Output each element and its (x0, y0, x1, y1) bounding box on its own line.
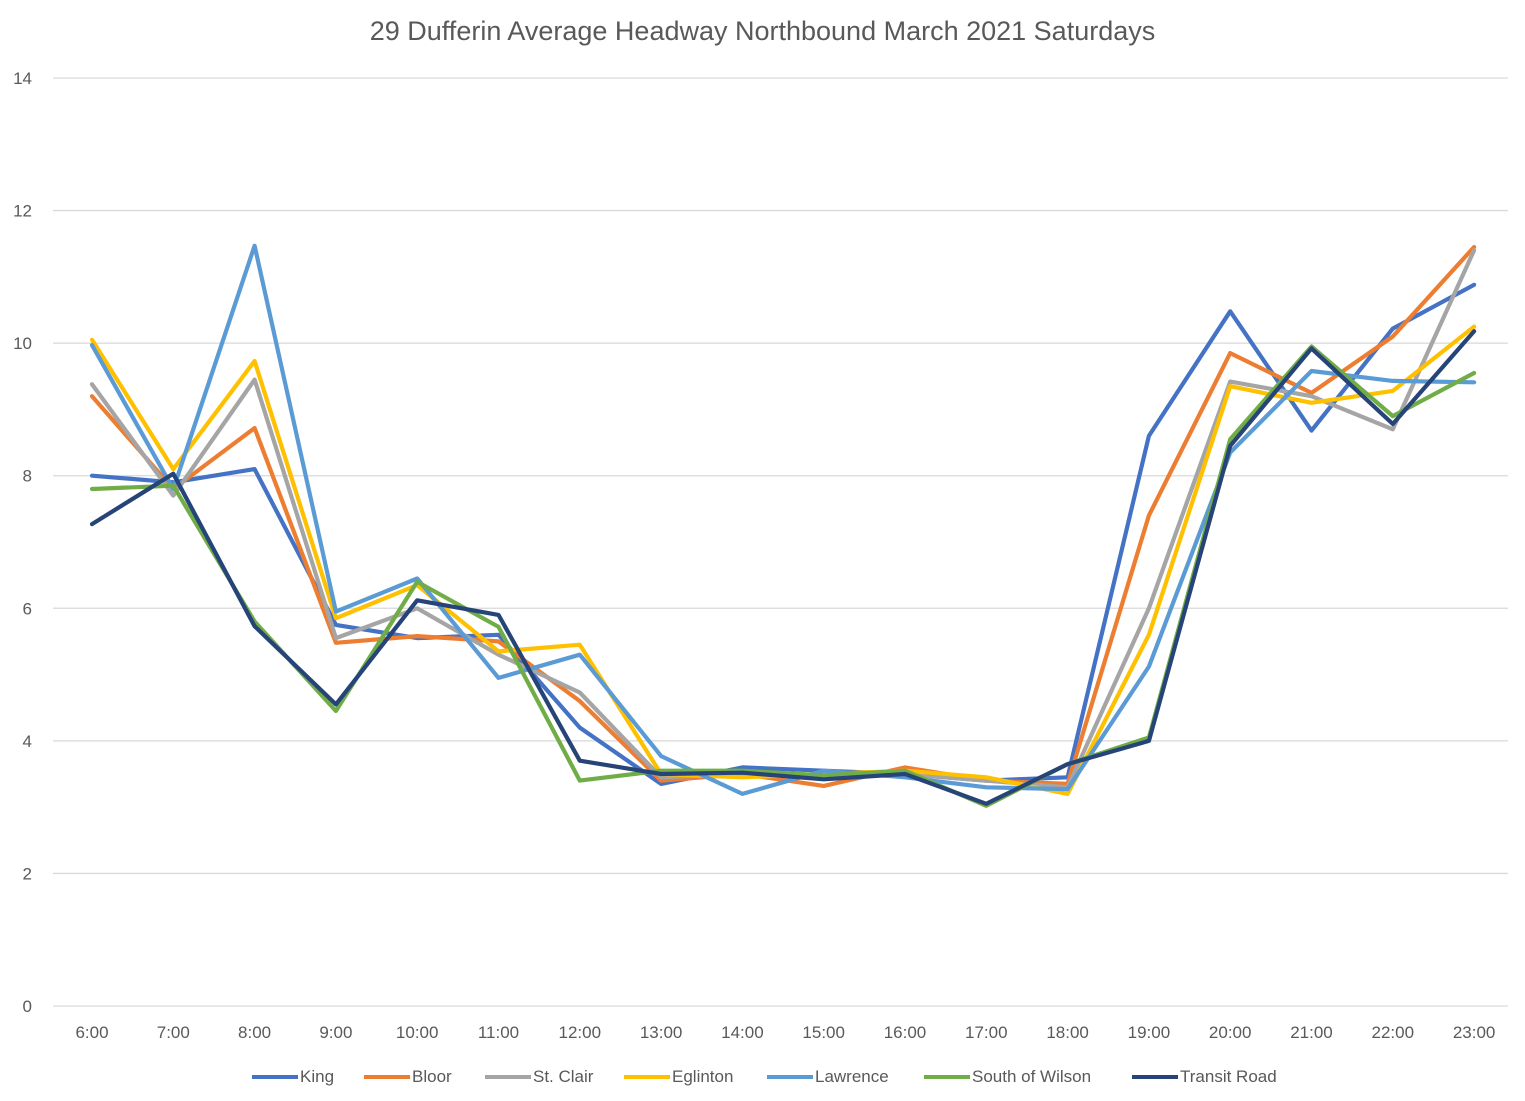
x-axis-tick-labels: 6:00 7:00 8:00 9:00 10:00 11:00 12:00 13:00 14:0… (75, 1023, 1495, 1042)
legend-entry: St. Clair (485, 1064, 593, 1090)
legend-label: Eglinton (672, 1067, 734, 1086)
y-axis-tick-labels: 0 2 4 6 8 10 12 14 (13, 69, 32, 1016)
x-tick-label: 14:00 (721, 1023, 764, 1042)
x-tick-label: 8:00 (238, 1023, 271, 1042)
legend-label: St. Clair (533, 1067, 594, 1086)
x-tick-label: 22:00 (1372, 1023, 1415, 1042)
x-tick-label: 18:00 (1046, 1023, 1089, 1042)
series-line-south-of-wilson (89, 344, 1477, 808)
x-tick-label: 21:00 (1290, 1023, 1333, 1042)
x-tick-label: 10:00 (396, 1023, 439, 1042)
x-tick-label: 19:00 (1128, 1023, 1171, 1042)
legend-entry: South of Wilson (924, 1064, 1091, 1090)
x-tick-label: 20:00 (1209, 1023, 1252, 1042)
series-line-st-clair (89, 248, 1477, 790)
gridlines (53, 77, 1508, 1007)
x-tick-label: 23:00 (1453, 1023, 1496, 1042)
y-tick-label: 8 (23, 467, 32, 486)
legend-entry: King (252, 1064, 334, 1090)
legend-entry: Eglinton (624, 1064, 733, 1090)
legend-label: South of Wilson (972, 1067, 1092, 1086)
y-tick-label: 0 (23, 997, 32, 1016)
x-tick-label: 9:00 (319, 1023, 352, 1042)
legend-label: King (300, 1067, 335, 1086)
x-tick-label: 11:00 (478, 1023, 519, 1042)
chart-title: 29 Dufferin Average Headway Northbound M… (369, 16, 1156, 46)
y-tick-label: 12 (13, 202, 32, 221)
x-tick-label: 15:00 (802, 1023, 845, 1042)
x-tick-label: 16:00 (884, 1023, 927, 1042)
legend-swatch (1132, 1075, 1178, 1079)
x-tick-label: 12:00 (559, 1023, 602, 1042)
x-tick-label: 7:00 (157, 1023, 190, 1042)
x-tick-label: 13:00 (640, 1023, 683, 1042)
legend-swatch (624, 1075, 670, 1079)
legend-entry: Lawrence (767, 1064, 889, 1090)
legend-label: Transit Road (1180, 1067, 1277, 1086)
legend-swatch (767, 1075, 813, 1079)
legend-label: Bloor (412, 1067, 452, 1086)
y-tick-label: 4 (23, 732, 32, 751)
y-tick-label: 6 (23, 599, 32, 618)
x-tick-label: 6:00 (75, 1023, 108, 1042)
legend-entry: Bloor (364, 1064, 452, 1090)
legend-label: Lawrence (815, 1067, 889, 1086)
y-tick-label: 2 (23, 864, 32, 883)
legend: King Bloor St. Clair Eglinton Lawrence South … (0, 1064, 1525, 1090)
series-line-bloor (89, 244, 1477, 789)
legend-swatch (364, 1075, 410, 1079)
x-tick-label: 17:00 (965, 1023, 1008, 1042)
series-line-king (89, 282, 1477, 787)
legend-swatch (485, 1075, 531, 1079)
legend-swatch (252, 1075, 298, 1079)
series-lines (89, 243, 1477, 808)
legend-swatch (924, 1075, 970, 1079)
series-line-lawrence (89, 243, 1477, 797)
series-line-transit-road (89, 329, 1477, 806)
legend-entry: Transit Road (1132, 1064, 1277, 1090)
y-tick-label: 10 (13, 334, 32, 353)
y-tick-label: 14 (13, 69, 32, 88)
